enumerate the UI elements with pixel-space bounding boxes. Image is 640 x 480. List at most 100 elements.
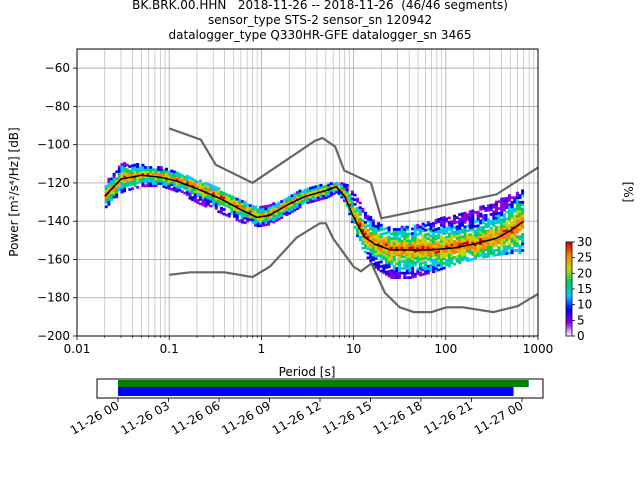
heatmap-cell <box>497 241 501 245</box>
heatmap-cell <box>463 250 467 254</box>
heatmap-cell <box>112 179 116 183</box>
heatmap-cell <box>384 250 388 253</box>
heatmap-cell <box>243 216 247 220</box>
heatmap-cell <box>254 210 258 213</box>
heatmap-cell <box>508 196 512 200</box>
heatmap-cell <box>513 216 517 220</box>
heatmap-cell <box>214 200 218 203</box>
heatmap-cell <box>382 241 386 245</box>
heatmap-cell <box>432 233 436 237</box>
heatmap-cell <box>329 182 333 185</box>
heatmap-cell <box>259 224 263 227</box>
heatmap-cell <box>219 209 223 212</box>
heatmap-cell <box>243 221 247 225</box>
heatmap-cell <box>178 181 182 185</box>
heatmap-cell <box>439 228 443 232</box>
heatmap-cell <box>518 207 522 211</box>
heatmap-cell <box>432 249 436 253</box>
heatmap-cell <box>481 251 485 254</box>
heatmap-cell <box>128 174 132 178</box>
heatmap-cell <box>458 249 462 253</box>
heatmap-cell <box>204 186 208 190</box>
heatmap-cell <box>468 224 472 227</box>
heatmap-cell <box>460 237 464 241</box>
heatmap-cell <box>453 230 457 234</box>
heatmap-cell <box>455 248 459 252</box>
heatmap-cell <box>133 177 137 181</box>
heatmap-cell <box>377 261 381 264</box>
heatmap-cell <box>390 246 394 250</box>
heatmap-cell <box>497 200 501 204</box>
heatmap-cell <box>492 203 496 207</box>
heatmap-cell <box>442 232 446 235</box>
heatmap-cell <box>476 226 480 230</box>
heatmap-cell <box>348 210 352 213</box>
heatmap-cell <box>484 241 488 245</box>
heatmap-cell <box>413 275 417 278</box>
heatmap-cell <box>117 181 121 185</box>
heatmap-cell <box>395 251 399 254</box>
heatmap-cell <box>500 209 504 212</box>
heatmap-cell <box>235 218 239 222</box>
heatmap-cell <box>311 195 315 199</box>
heatmap-cell <box>343 183 347 187</box>
heatmap-cell <box>434 228 438 231</box>
heatmap-cell <box>240 200 244 203</box>
heatmap-cell <box>217 201 221 204</box>
heatmap-cell <box>421 259 425 263</box>
heatmap-cell <box>374 250 378 253</box>
x-tick-label: 0.01 <box>64 342 91 356</box>
heatmap-cell <box>358 231 362 235</box>
heatmap-cell <box>117 172 121 176</box>
heatmap-cell <box>497 230 501 233</box>
heatmap-cell <box>382 271 386 275</box>
heatmap-cell <box>201 196 205 200</box>
heatmap-cell <box>248 215 252 219</box>
heatmap-cell <box>515 203 519 206</box>
heatmap-cell <box>510 223 514 227</box>
heatmap-cell <box>274 216 278 220</box>
heatmap-cell <box>502 236 506 240</box>
heatmap-cell <box>159 166 163 169</box>
heatmap-cell <box>329 193 333 197</box>
heatmap-cell <box>500 232 504 235</box>
heatmap-cell <box>521 200 525 204</box>
heatmap-cell <box>518 251 522 255</box>
heatmap-cell <box>170 183 174 187</box>
heatmap-cell <box>107 198 111 202</box>
y-tick-label: −200 <box>37 329 70 343</box>
heatmap-cell <box>267 206 271 210</box>
heatmap-cell <box>170 169 174 173</box>
heatmap-cell <box>128 165 132 168</box>
heatmap-cell <box>217 203 221 207</box>
heatmap-cell <box>371 251 375 255</box>
heatmap-cell <box>204 181 208 185</box>
heatmap-cell <box>384 256 388 260</box>
heatmap-cell <box>455 216 459 219</box>
heatmap-cell <box>117 188 121 192</box>
heatmap-cell <box>487 204 491 208</box>
heatmap-cell <box>180 185 184 189</box>
heatmap-cell <box>408 246 412 250</box>
heatmap-cell <box>188 183 192 186</box>
heatmap-cell <box>206 194 210 198</box>
heatmap-cell <box>199 184 203 187</box>
colorbar-tick-label: 10 <box>577 298 592 312</box>
heatmap-cell <box>288 207 292 210</box>
heatmap-cell <box>185 186 189 190</box>
heatmap-cell <box>290 205 294 209</box>
heatmap-cell <box>254 205 258 209</box>
heatmap-cell <box>494 242 498 245</box>
heatmap-cell <box>497 232 501 236</box>
chart-title-line-2: sensor_type STS-2 sensor_sn 120942 <box>208 13 432 27</box>
heatmap-cell <box>395 271 399 275</box>
heatmap-cell <box>183 177 187 181</box>
heatmap-cell <box>439 253 443 257</box>
heatmap-cell <box>191 184 195 188</box>
heatmap-cell <box>487 241 491 244</box>
heatmap-cell <box>479 221 483 225</box>
heatmap-cell <box>510 249 514 252</box>
heatmap-cell <box>471 234 475 238</box>
heatmap-cell <box>345 204 349 208</box>
heatmap-cell <box>280 200 284 203</box>
